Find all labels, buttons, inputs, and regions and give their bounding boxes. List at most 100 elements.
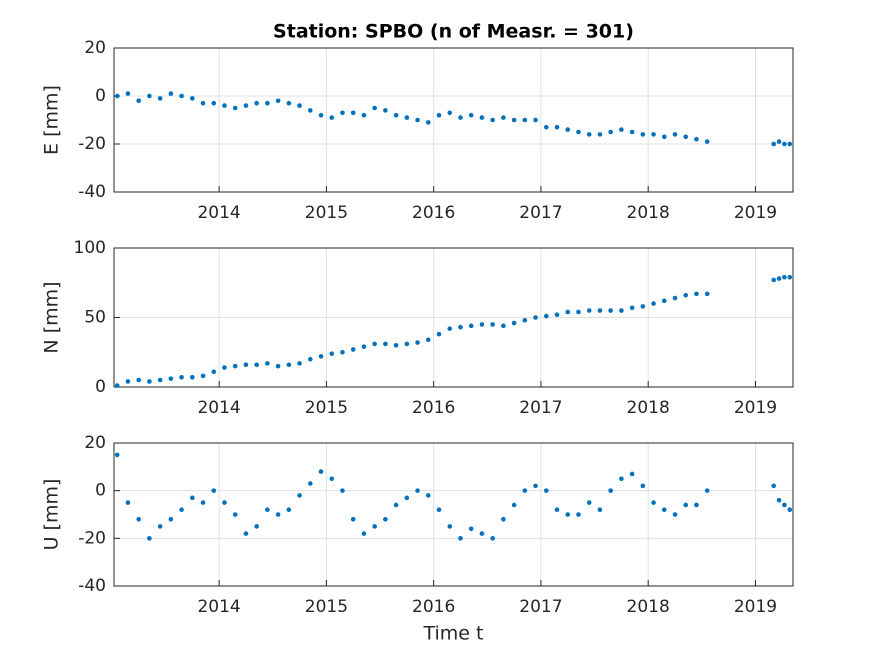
data-point [243,531,249,536]
data-point [458,536,463,541]
data-point [619,127,624,132]
data-point [190,495,195,501]
data-point [147,536,152,541]
data-point [468,323,474,329]
data-point [318,112,324,118]
data-point [179,507,184,513]
data-point [157,377,163,383]
data-point [350,110,356,116]
data-point [447,524,453,529]
data-point [608,308,613,313]
data-point [704,139,710,144]
data-point [782,274,787,280]
data-point [190,96,195,101]
data-point [479,115,485,120]
data-point [661,134,667,140]
data-point [683,502,689,508]
data-point [672,295,678,301]
data-point [704,488,710,493]
data-point [586,308,592,313]
data-point [147,379,152,384]
data-point [694,502,699,508]
plot-area [114,443,793,586]
data-point [543,124,549,130]
data-point [361,112,367,118]
data-point [533,315,538,320]
data-point [211,100,217,106]
data-point [661,298,667,304]
data-point [694,291,699,297]
y-tick-label: 100 [74,238,106,258]
data-point [361,344,367,349]
data-point [640,132,646,137]
plot-area [114,48,793,192]
data-point [415,117,420,123]
data-point [672,512,678,517]
data-point [776,497,782,503]
data-point [179,374,184,380]
data-point [211,369,217,375]
data-point [318,354,324,359]
data-point [776,139,782,144]
data-point [297,361,302,366]
data-point [125,500,131,505]
data-point [576,129,581,135]
data-point [554,507,560,513]
data-point [415,340,420,345]
data-point [597,308,603,313]
y-tick-label: 0 [95,377,106,397]
x-tick-label: 2019 [734,597,777,617]
data-point [200,100,206,106]
data-point [522,317,528,323]
data-point [372,341,377,347]
data-point [501,115,506,120]
data-point [543,488,549,493]
data-point [704,291,710,297]
data-point [586,132,592,137]
data-point [340,349,345,355]
data-point [458,324,463,330]
x-tick-label: 2016 [412,597,455,617]
data-point [307,356,313,362]
data-point [307,108,313,113]
data-point [114,93,120,99]
chart-title: Station: SPBO (n of Measr. = 301) [273,21,634,43]
data-point [404,115,410,120]
data-point [383,341,388,347]
data-point [479,322,485,327]
x-tick-label: 2014 [197,398,240,418]
data-point [694,136,699,142]
data-point [190,374,195,380]
data-point [340,488,345,493]
x-tick-label: 2017 [519,203,562,223]
data-point [222,500,227,505]
y-tick-label: 20 [84,433,106,453]
x-tick-label: 2014 [197,597,240,617]
data-point [511,502,517,508]
data-point [425,337,431,343]
data-point [286,100,292,106]
data-point [404,495,410,501]
data-point [254,362,259,368]
data-point [297,103,302,108]
x-tick-label: 2016 [412,398,455,418]
data-point [533,117,538,123]
y-axis-label: U [mm] [41,479,63,551]
axes-box [113,47,794,193]
data-point [787,274,793,280]
data-point [340,110,345,116]
data-point [168,376,174,381]
data-point [511,117,517,123]
data-point [640,483,646,489]
data-point [383,108,388,113]
data-point [425,120,431,125]
x-tick-label: 2018 [627,398,670,418]
data-point [782,502,787,508]
x-axis-label: Time t [423,623,484,645]
data-point [393,112,399,118]
data-point [619,308,624,313]
x-tick-label: 2018 [627,203,670,223]
data-point [787,141,793,147]
data-point [318,469,324,474]
data-point [383,516,388,522]
